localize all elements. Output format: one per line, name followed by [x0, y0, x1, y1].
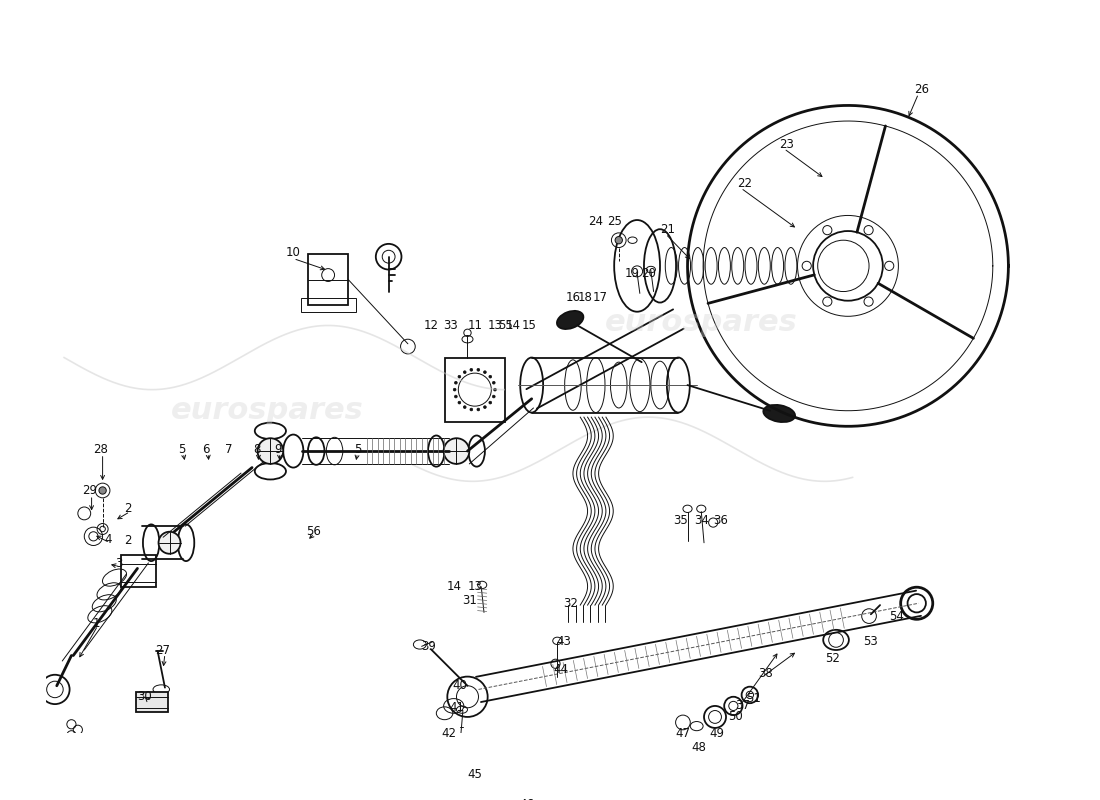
- Text: 41: 41: [449, 702, 464, 714]
- Circle shape: [470, 369, 473, 371]
- Text: 20: 20: [641, 266, 657, 280]
- Circle shape: [477, 408, 480, 411]
- Circle shape: [257, 438, 283, 464]
- Circle shape: [484, 406, 486, 409]
- Text: 26: 26: [914, 83, 928, 96]
- Text: 19: 19: [625, 266, 640, 280]
- Text: 9: 9: [274, 442, 282, 456]
- Text: 1: 1: [92, 617, 100, 630]
- Circle shape: [493, 395, 495, 398]
- Text: 42: 42: [442, 727, 456, 740]
- Ellipse shape: [557, 311, 583, 329]
- Circle shape: [488, 402, 492, 404]
- Text: 12: 12: [424, 319, 438, 332]
- Text: 39: 39: [421, 640, 437, 653]
- Text: 47: 47: [675, 727, 691, 740]
- Text: 11: 11: [468, 319, 482, 332]
- Text: 40: 40: [453, 679, 468, 692]
- Text: 30: 30: [138, 690, 152, 703]
- Text: 44: 44: [553, 662, 569, 676]
- Text: 24: 24: [588, 215, 603, 228]
- Text: 28: 28: [94, 442, 108, 456]
- Text: 49: 49: [710, 727, 725, 740]
- Text: 2: 2: [124, 534, 132, 547]
- Text: 27: 27: [155, 645, 170, 658]
- Text: 53: 53: [864, 635, 878, 648]
- Bar: [135, 692, 167, 712]
- Text: 21: 21: [660, 222, 675, 236]
- Circle shape: [463, 370, 466, 374]
- Circle shape: [494, 388, 496, 391]
- Text: 5: 5: [354, 442, 361, 456]
- Circle shape: [615, 237, 623, 244]
- Text: 56: 56: [306, 526, 321, 538]
- Circle shape: [463, 406, 466, 409]
- Circle shape: [470, 408, 473, 411]
- Bar: [300, 298, 355, 312]
- Text: 15: 15: [521, 319, 537, 332]
- Text: 17: 17: [593, 291, 608, 305]
- Text: 22: 22: [737, 177, 752, 190]
- Text: 37: 37: [735, 699, 750, 713]
- Circle shape: [484, 370, 486, 374]
- Text: 54: 54: [889, 610, 904, 622]
- Circle shape: [454, 395, 458, 398]
- Text: 55: 55: [498, 319, 514, 332]
- Text: 52: 52: [825, 652, 839, 665]
- Text: 38: 38: [758, 667, 773, 680]
- Text: 25: 25: [607, 215, 621, 228]
- Text: 48: 48: [691, 741, 706, 754]
- Text: eurospares: eurospares: [172, 396, 364, 426]
- Text: 3: 3: [116, 558, 123, 570]
- Text: 10: 10: [286, 246, 300, 258]
- Text: 50: 50: [728, 710, 743, 723]
- Circle shape: [458, 402, 461, 404]
- Text: 13: 13: [487, 319, 503, 332]
- Circle shape: [443, 438, 470, 464]
- Text: 16: 16: [565, 291, 581, 305]
- Circle shape: [458, 375, 461, 378]
- Circle shape: [477, 369, 480, 371]
- Circle shape: [99, 487, 107, 494]
- Text: 13: 13: [468, 580, 482, 594]
- Text: 36: 36: [713, 514, 728, 527]
- Text: 23: 23: [779, 138, 794, 151]
- Circle shape: [453, 388, 456, 391]
- Text: 31: 31: [462, 594, 476, 607]
- Text: 43: 43: [557, 635, 571, 648]
- Text: 14: 14: [506, 319, 520, 332]
- Text: 51: 51: [746, 692, 761, 705]
- Text: 7: 7: [226, 442, 233, 456]
- Text: 8: 8: [253, 442, 261, 456]
- Text: 18: 18: [578, 291, 592, 305]
- Circle shape: [488, 375, 492, 378]
- Text: 32: 32: [563, 597, 578, 610]
- Text: 34: 34: [694, 514, 708, 527]
- Text: 35: 35: [673, 514, 688, 527]
- Circle shape: [158, 532, 180, 554]
- Text: 5: 5: [178, 442, 185, 456]
- Text: 2: 2: [124, 502, 132, 515]
- Text: 29: 29: [82, 484, 97, 497]
- Text: 14: 14: [447, 580, 461, 594]
- Text: eurospares: eurospares: [605, 308, 797, 338]
- Text: 4: 4: [104, 533, 112, 546]
- Text: 45: 45: [468, 768, 482, 781]
- Text: 33: 33: [443, 319, 459, 332]
- Circle shape: [454, 382, 458, 384]
- Text: 6: 6: [202, 442, 210, 456]
- Bar: [308, 254, 349, 306]
- Bar: [444, 358, 505, 422]
- Text: 46: 46: [519, 798, 535, 800]
- Circle shape: [493, 382, 495, 384]
- Ellipse shape: [763, 405, 795, 422]
